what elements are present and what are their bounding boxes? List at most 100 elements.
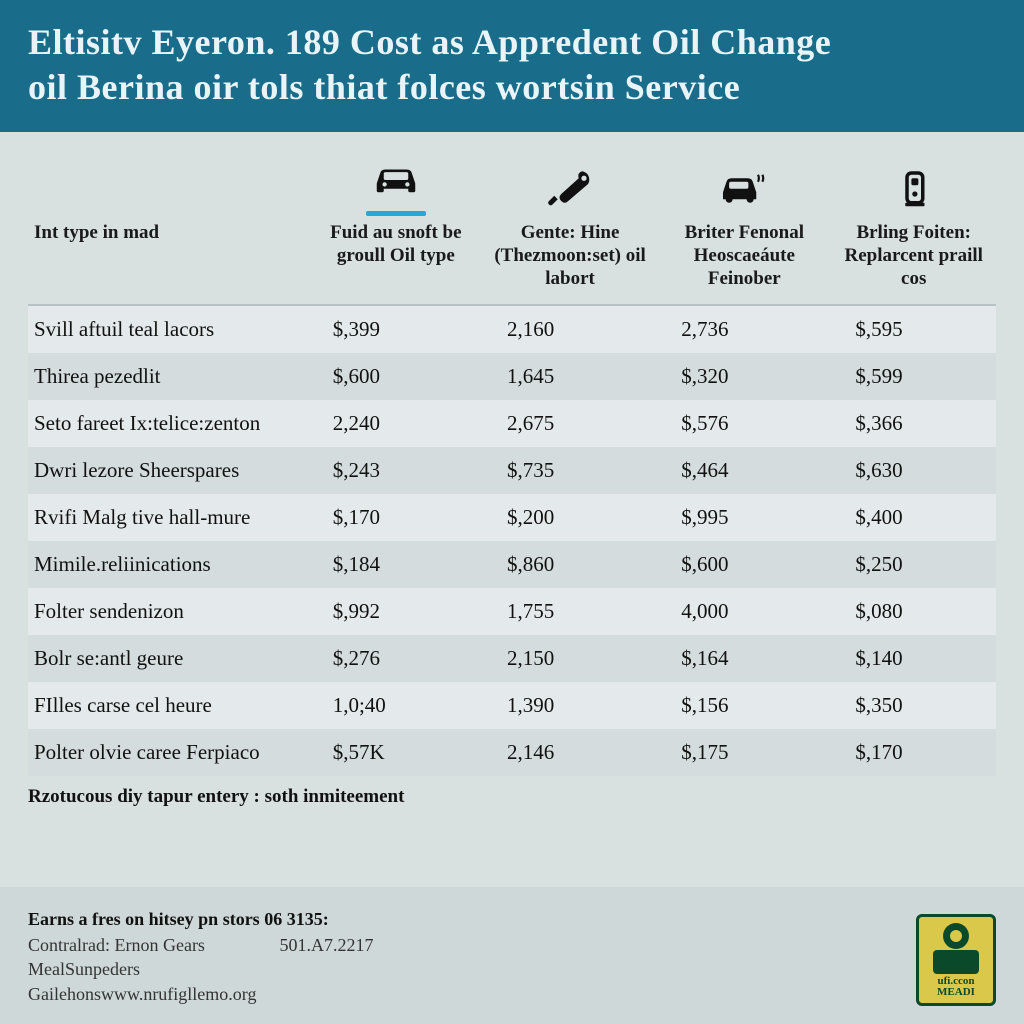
pump-icon (886, 198, 942, 215)
row-value: $,080 (831, 588, 996, 635)
col-header-1: Fuid au snoft be groull Oil type (309, 218, 483, 305)
badge-circle-icon (943, 923, 969, 949)
row-value: $,600 (309, 353, 483, 400)
row-value: $,350 (831, 682, 996, 729)
row-value: $,243 (309, 447, 483, 494)
row-value: $,735 (483, 447, 657, 494)
badge-icon: ufi.ccon MEADI (916, 914, 996, 1006)
page-title: Eltisitv Eyeron. 189 Cost as Appredent O… (28, 20, 996, 110)
row-value: 1,390 (483, 682, 657, 729)
row-value: 4,000 (657, 588, 831, 635)
row-value: $,140 (831, 635, 996, 682)
car-icon (368, 191, 424, 208)
table-row: Rvifi Malg tive hall-mure $,170 $,200 $,… (28, 494, 996, 541)
row-value: 2,240 (309, 400, 483, 447)
row-value: $,250 (831, 541, 996, 588)
row-label: Svill aftuil teal lacors (28, 305, 309, 353)
icon-cell-wrench (483, 150, 657, 218)
table-row: Polter olvie caree Ferpiaco $,57K 2,146 … (28, 729, 996, 776)
footer: Earns a fres on hitsey pn stors 06 3135:… (0, 887, 1024, 1024)
row-value: $,995 (657, 494, 831, 541)
col-header-4: Brling Foiten: Replarcent praill cos (831, 218, 996, 305)
badge-line-2: MEADI (937, 986, 975, 998)
row-value: $,576 (657, 400, 831, 447)
col-header-0: Int type in mad (28, 218, 309, 305)
row-value: $,164 (657, 635, 831, 682)
row-label: Dwri lezore Sheerspares (28, 447, 309, 494)
col-header-3: Briter Fenonal Heoscaeáute Feinober (657, 218, 831, 305)
car-icon-underline (366, 211, 426, 216)
footer-line-2: MealSunpeders (28, 957, 373, 981)
title-line-1: Eltisitv Eyeron. 189 Cost as Appredent O… (28, 22, 831, 62)
footer-line-3: Gailehonswww.nrufigllemo.org (28, 982, 373, 1006)
table-row: Seto fareet Ix:telice:zenton 2,240 2,675… (28, 400, 996, 447)
title-header: Eltisitv Eyeron. 189 Cost as Appredent O… (0, 0, 1024, 132)
icon-cell-car-exhaust (657, 150, 831, 218)
table-row: Mimile.reliinications $,184 $,860 $,600 … (28, 541, 996, 588)
row-value: $,600 (657, 541, 831, 588)
row-label: Thirea pezedlit (28, 353, 309, 400)
row-value: $,57K (309, 729, 483, 776)
row-value: $,366 (831, 400, 996, 447)
row-value: 1,0;40 (309, 682, 483, 729)
table-row: FIlles carse cel heure 1,0;40 1,390 $,15… (28, 682, 996, 729)
row-value: 1,645 (483, 353, 657, 400)
row-value: $,399 (309, 305, 483, 353)
page-root: Eltisitv Eyeron. 189 Cost as Appredent O… (0, 0, 1024, 1024)
car-exhaust-icon (716, 198, 772, 215)
icon-row (28, 150, 996, 218)
row-value: 2,160 (483, 305, 657, 353)
row-label: FIlles carse cel heure (28, 682, 309, 729)
row-value: $,184 (309, 541, 483, 588)
table-row: Folter sendenizon $,992 1,755 4,000 $,08… (28, 588, 996, 635)
footer-line-1b: 501.A7.2217 (279, 933, 373, 957)
row-value: $,175 (657, 729, 831, 776)
row-value: $,630 (831, 447, 996, 494)
badge-text: ufi.ccon MEADI (937, 976, 975, 999)
row-value: 2,675 (483, 400, 657, 447)
row-label: Rvifi Malg tive hall-mure (28, 494, 309, 541)
table-row: Thirea pezedlit $,600 1,645 $,320 $,599 (28, 353, 996, 400)
row-label: Folter sendenizon (28, 588, 309, 635)
footer-title: Earns a fres on hitsey pn stors 06 3135: (28, 907, 373, 931)
icon-cell-pump (831, 150, 996, 218)
row-value: 2,146 (483, 729, 657, 776)
table-container: Int type in mad Fuid au snoft be groull … (0, 132, 1024, 776)
row-value: $,156 (657, 682, 831, 729)
table-body: Svill aftuil teal lacors $,399 2,160 2,7… (28, 305, 996, 776)
header-row: Int type in mad Fuid au snoft be groull … (28, 218, 996, 305)
row-label: Polter olvie caree Ferpiaco (28, 729, 309, 776)
row-label: Mimile.reliinications (28, 541, 309, 588)
row-value: $,170 (831, 729, 996, 776)
row-label: Bolr se:antl geure (28, 635, 309, 682)
row-value: $,860 (483, 541, 657, 588)
badge-line-1: ufi.ccon (938, 975, 975, 987)
row-value: $,599 (831, 353, 996, 400)
row-label: Seto fareet Ix:telice:zenton (28, 400, 309, 447)
row-value: 2,736 (657, 305, 831, 353)
row-value: 1,755 (483, 588, 657, 635)
cost-table: Int type in mad Fuid au snoft be groull … (28, 150, 996, 776)
row-value: $,464 (657, 447, 831, 494)
footer-text-block: Earns a fres on hitsey pn stors 06 3135:… (28, 907, 373, 1006)
row-value: $,400 (831, 494, 996, 541)
badge-bar-icon (933, 950, 979, 974)
table-row: Bolr se:antl geure $,276 2,150 $,164 $,1… (28, 635, 996, 682)
icon-cell-empty (28, 150, 309, 218)
footer-line-1a: Contralrad: Ernon Gears (28, 935, 205, 955)
table-row: Svill aftuil teal lacors $,399 2,160 2,7… (28, 305, 996, 353)
row-value: 2,150 (483, 635, 657, 682)
table-row: Dwri lezore Sheerspares $,243 $,735 $,46… (28, 447, 996, 494)
wrench-icon (542, 198, 598, 215)
row-value: $,170 (309, 494, 483, 541)
icon-cell-car (309, 150, 483, 218)
title-line-2: oil Berina oir tols thiat folces wortsin… (28, 67, 740, 107)
col-header-2: Gente: Hine (Thezmoon:set) oil labort (483, 218, 657, 305)
row-value: $,320 (657, 353, 831, 400)
row-value: $,276 (309, 635, 483, 682)
footer-line-1: Contralrad: Ernon Gears 501.A7.2217 (28, 933, 373, 957)
footnote: Rzotucous diy tapur entery : soth inmite… (0, 776, 1024, 812)
row-value: $,595 (831, 305, 996, 353)
row-value: $,992 (309, 588, 483, 635)
row-value: $,200 (483, 494, 657, 541)
